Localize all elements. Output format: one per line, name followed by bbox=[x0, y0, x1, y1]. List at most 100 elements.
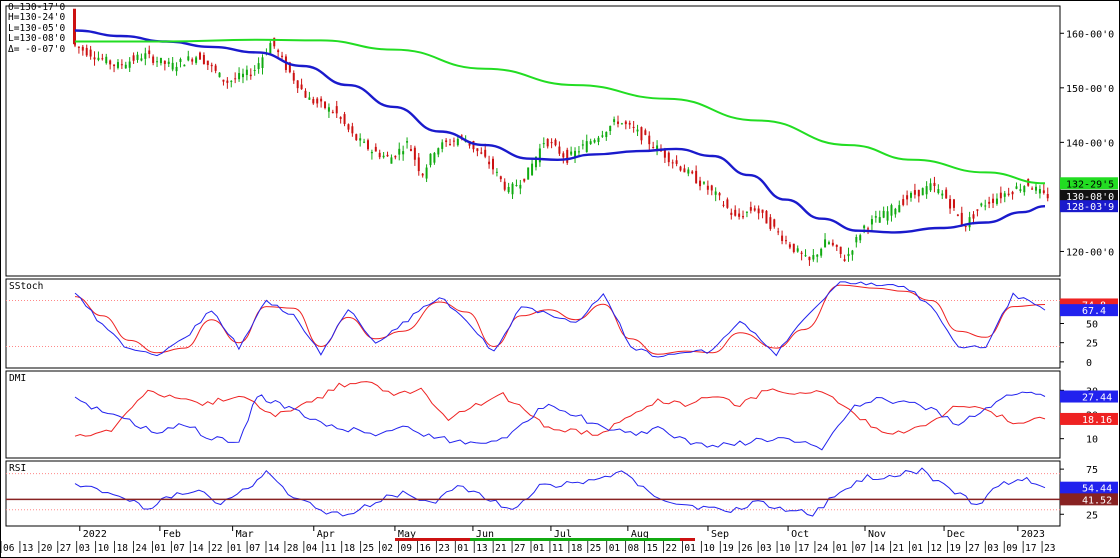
candle-body bbox=[472, 141, 475, 150]
candle-body bbox=[132, 55, 135, 61]
candle-body bbox=[995, 198, 998, 204]
price-tag bbox=[1060, 189, 1118, 202]
candle-body bbox=[601, 135, 604, 137]
day-label: 25 bbox=[363, 543, 374, 554]
candle-body bbox=[738, 213, 741, 217]
day-label: 15 bbox=[647, 543, 658, 554]
day-label: 19 bbox=[722, 543, 734, 554]
candle-body bbox=[710, 185, 713, 191]
candle-body bbox=[726, 199, 729, 208]
day-label: 03 bbox=[760, 543, 771, 554]
candle-body bbox=[456, 138, 459, 146]
day-label: 01 bbox=[457, 543, 469, 554]
candle-body bbox=[429, 153, 432, 166]
moving-average-slow bbox=[75, 38, 1046, 185]
price-tag-label: 128-03'9 bbox=[1066, 202, 1114, 213]
candle-body bbox=[745, 211, 748, 213]
candle-body bbox=[218, 72, 221, 78]
candle-body bbox=[1031, 188, 1034, 190]
candle-body bbox=[589, 141, 592, 144]
day-label: 18 bbox=[571, 543, 583, 554]
candle-body bbox=[980, 203, 983, 206]
day-label: 27 bbox=[514, 543, 525, 554]
candle-body bbox=[749, 207, 752, 211]
candle-body bbox=[445, 140, 448, 143]
candle-body bbox=[77, 46, 80, 48]
price-tick-label: 140-00'0 bbox=[1066, 138, 1114, 149]
candle-body bbox=[148, 50, 151, 55]
candle-body bbox=[210, 64, 213, 67]
candle-body bbox=[124, 64, 127, 69]
candle-body bbox=[546, 138, 549, 147]
candle-body bbox=[714, 191, 717, 195]
candle-body bbox=[234, 78, 237, 80]
candle-body bbox=[952, 199, 955, 208]
month-label: Feb bbox=[163, 529, 181, 540]
rsi-tick-label: 25 bbox=[1086, 510, 1098, 521]
candle-body bbox=[831, 242, 834, 246]
candle-body bbox=[851, 250, 854, 255]
candle-body bbox=[656, 145, 659, 150]
candle-body bbox=[202, 55, 205, 65]
dmi-tick-label: 10 bbox=[1086, 435, 1098, 446]
candle-body bbox=[355, 134, 358, 141]
month-label: Nov bbox=[868, 529, 886, 540]
high-value: H=130-24'0 bbox=[8, 12, 66, 24]
candle-body bbox=[413, 147, 416, 160]
candle-body bbox=[581, 144, 584, 146]
candle-body bbox=[417, 157, 420, 172]
day-label: 10 bbox=[779, 543, 791, 554]
rsi-blue-line bbox=[74, 467, 1046, 517]
day-label: 16 bbox=[419, 543, 431, 554]
month-label: Dec bbox=[947, 529, 965, 540]
candle-body bbox=[695, 170, 698, 184]
candle-body bbox=[109, 60, 112, 65]
candle-body bbox=[406, 141, 409, 143]
last-value: L=130-08'0 bbox=[8, 33, 66, 45]
candle-body bbox=[370, 151, 373, 154]
candle-body bbox=[960, 212, 963, 226]
month-label: Jul bbox=[554, 529, 572, 540]
price-tag-label: 132-29'5 bbox=[1066, 179, 1114, 190]
candle-body bbox=[902, 199, 905, 205]
candle-body bbox=[691, 171, 694, 174]
day-label: 04 bbox=[306, 543, 318, 554]
candle-body bbox=[886, 211, 889, 221]
month-label: Apr bbox=[317, 529, 335, 540]
candle-body bbox=[613, 119, 616, 122]
candle-body bbox=[824, 239, 827, 248]
candle-body bbox=[484, 149, 487, 157]
candle-body bbox=[156, 61, 159, 63]
candle-body bbox=[171, 62, 174, 70]
candle-body bbox=[984, 205, 987, 207]
candle-body bbox=[882, 210, 885, 218]
candle-body bbox=[191, 59, 194, 62]
stoch-tick-label: 50 bbox=[1086, 320, 1098, 331]
candle-body bbox=[327, 107, 330, 112]
month-label: May bbox=[398, 529, 416, 540]
candle-body bbox=[499, 176, 502, 180]
candle-body bbox=[874, 216, 877, 218]
candle-body bbox=[636, 129, 639, 132]
candle-body bbox=[179, 59, 182, 62]
day-label: 18 bbox=[344, 543, 356, 554]
candle-body bbox=[796, 248, 799, 252]
candle-body bbox=[968, 217, 971, 228]
day-label: 22 bbox=[666, 543, 677, 554]
candle-body bbox=[562, 153, 565, 158]
candle-body bbox=[288, 62, 291, 73]
month-label: 2023 bbox=[1021, 529, 1045, 540]
dmi-frame bbox=[5, 370, 1061, 459]
dmi-value-tag bbox=[1060, 412, 1118, 425]
candle-body bbox=[437, 148, 440, 155]
candle-body bbox=[972, 214, 975, 219]
candle-body bbox=[921, 188, 924, 196]
candle-body bbox=[304, 90, 307, 98]
candle-body bbox=[312, 99, 315, 104]
dmi-blue-line bbox=[74, 391, 1046, 451]
candle-body bbox=[792, 243, 795, 252]
candle-body bbox=[249, 74, 252, 77]
candle-body bbox=[296, 80, 299, 89]
candle-body bbox=[1003, 193, 1006, 197]
candle-body bbox=[386, 154, 389, 157]
